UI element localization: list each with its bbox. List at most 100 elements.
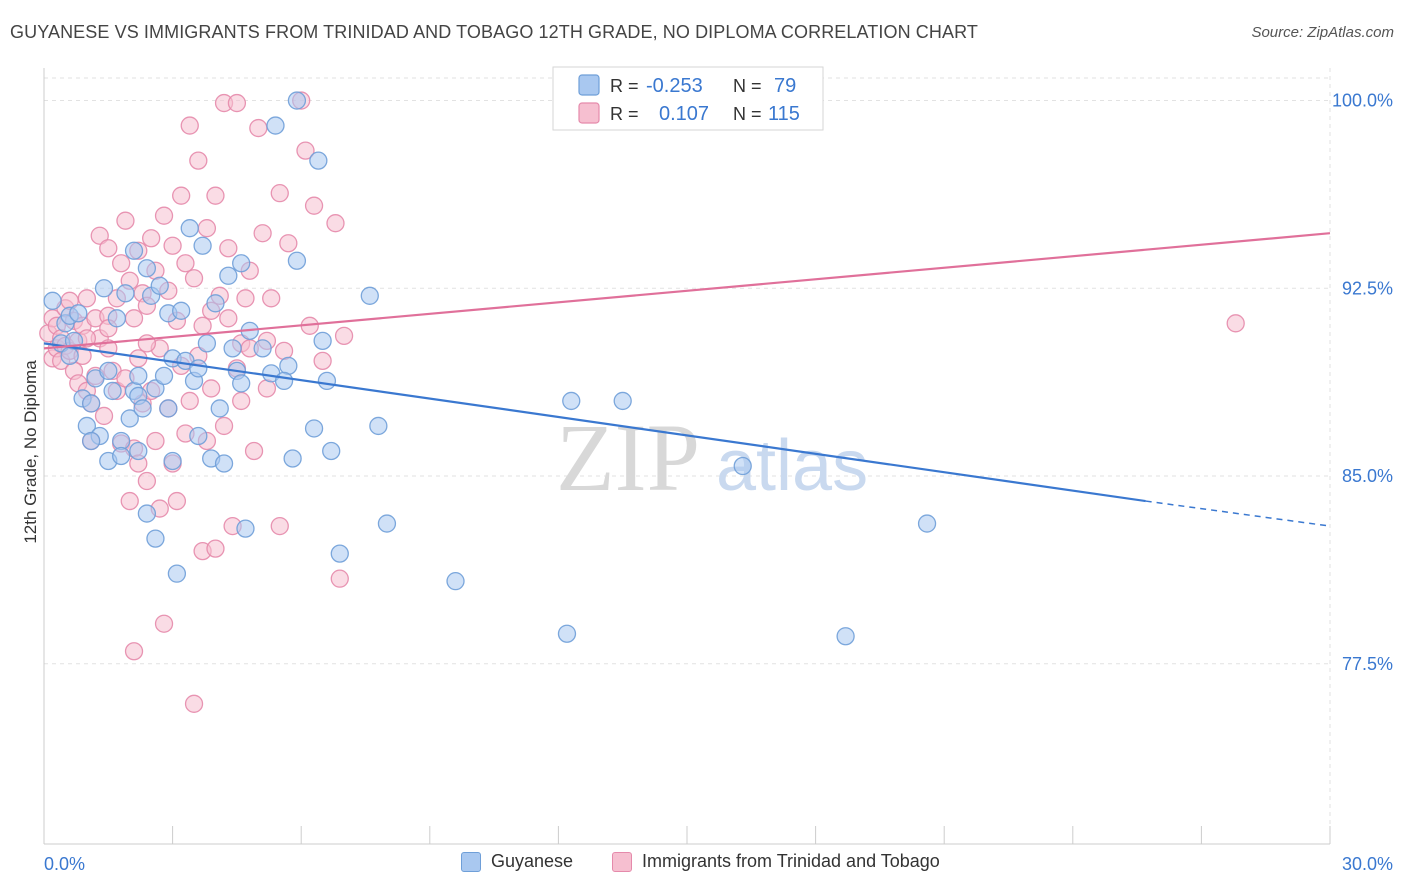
guyanese-point: [557, 624, 577, 643]
guyanese-point: [562, 391, 581, 411]
guyanese-point: [43, 291, 62, 310]
x-tick-labels: 0.0% 30.0%: [44, 854, 1393, 874]
guyanese-point: [917, 514, 937, 533]
guyanese-point: [159, 399, 178, 418]
guyanese-point: [836, 627, 855, 646]
trinidad-point: [154, 206, 174, 225]
guyanese-point: [330, 544, 349, 563]
guyanese-point: [446, 572, 465, 591]
trinidad-point: [326, 214, 345, 233]
trinidad-point: [334, 326, 354, 345]
legend-r-label-1: R =: [610, 76, 639, 96]
trinidad-trend-line: [43, 232, 1331, 350]
legend-n-label-1: N =: [733, 76, 762, 96]
guyanese-point: [219, 266, 238, 285]
guyanese-point: [94, 279, 114, 298]
guyanese-point: [287, 91, 307, 110]
trinidad-point: [124, 309, 144, 328]
trinidad-point: [262, 289, 281, 308]
legend-r-value-1: -0.253: [646, 75, 703, 97]
trinidad-point: [172, 186, 191, 205]
guyanese-point: [120, 409, 139, 428]
y-tick-labels: 77.5% 85.0% 92.5% 100.0%: [1332, 91, 1393, 674]
guyanese-point: [206, 294, 225, 313]
guyanese-point: [210, 399, 229, 418]
guyanese-point: [129, 441, 148, 461]
legend-n-value-2: 115: [768, 103, 800, 125]
trinidad-point: [146, 431, 165, 451]
trend-lines: [43, 232, 1331, 527]
legend-item-trinidad: Immigrants from Trinidad and Tobago: [612, 851, 940, 872]
guyanese-point: [613, 391, 632, 411]
legend-r-label-2: R =: [610, 104, 639, 124]
trinidad-point: [206, 539, 225, 558]
guyanese-point: [193, 236, 212, 255]
legend-swatch-pink: [578, 102, 600, 124]
trinidad-point: [1226, 314, 1245, 333]
trinidad-point: [180, 116, 199, 135]
trinidad-point: [236, 289, 255, 308]
x-tick-label-min: 0.0%: [44, 854, 85, 874]
guyanese-point: [369, 416, 388, 436]
guyanese-point: [116, 284, 135, 303]
series-guyanese-points: [43, 91, 937, 646]
trinidad-point: [257, 379, 277, 398]
guyanese-point: [172, 301, 191, 320]
guyanese-point: [253, 339, 272, 358]
guyanese-point: [214, 454, 234, 473]
trinidad-point: [99, 239, 118, 258]
guyanese-point: [112, 446, 131, 466]
trinidad-point: [249, 118, 268, 138]
x-tick-label-max: 30.0%: [1342, 854, 1393, 874]
trinidad-point: [270, 184, 289, 203]
guyanese-point: [82, 394, 101, 413]
trinidad-point: [112, 254, 131, 273]
trinidad-point: [163, 236, 182, 255]
trinidad-point: [202, 379, 221, 398]
legend-label-trinidad: Immigrants from Trinidad and Tobago: [642, 851, 940, 871]
trinidad-point: [167, 491, 187, 511]
guyanese-point: [69, 304, 88, 323]
legend-swatch-trinidad: [612, 851, 632, 872]
legend-n-label-2: N =: [733, 104, 762, 124]
guyanese-point: [133, 399, 152, 418]
guyanese-point: [154, 366, 174, 386]
guyanese-point: [137, 504, 157, 523]
legend-n-value-1: 79: [774, 75, 796, 97]
trinidad-point: [116, 211, 135, 230]
trinidad-point: [296, 141, 315, 160]
guyanese-point: [197, 334, 217, 353]
trinidad-point: [180, 391, 199, 411]
guyanese-point: [377, 514, 397, 533]
guyanese-point: [223, 339, 242, 358]
trinidad-point: [279, 234, 298, 253]
trinidad-point: [197, 219, 217, 238]
legend-swatch-guyanese: [461, 851, 481, 872]
axes: [43, 68, 1331, 845]
trinidad-point: [189, 151, 208, 170]
trinidad-point: [270, 516, 289, 536]
trinidad-point: [137, 471, 157, 491]
source-credit: Source: ZipAtlas.com: [1251, 24, 1394, 41]
trinidad-point: [219, 239, 238, 258]
trinidad-point: [124, 642, 144, 661]
correlation-legend: R = -0.253 N = 79 R = 0.107 N = 115: [552, 66, 824, 131]
y-axis-label: 12th Grade, No Diploma: [21, 360, 40, 544]
trinidad-point: [227, 93, 247, 113]
guyanese-point: [322, 441, 341, 461]
guyanese-point: [274, 371, 294, 391]
guyanese-point: [150, 276, 169, 295]
guyanese-point: [163, 451, 182, 471]
watermark-zip: ZIP: [556, 404, 700, 511]
guyanese-point: [309, 151, 328, 170]
guyanese-point: [82, 431, 101, 451]
guyanese-point: [232, 374, 251, 393]
trinidad-point: [137, 334, 157, 353]
guyanese-point: [733, 456, 752, 476]
guyanese-trend-line: [43, 342, 1146, 503]
y-tick-label: 92.5%: [1342, 278, 1393, 298]
guyanese-point: [266, 116, 285, 135]
guyanese-point: [137, 259, 157, 278]
guyanese-point: [107, 309, 127, 328]
guyanese-point: [146, 529, 165, 548]
